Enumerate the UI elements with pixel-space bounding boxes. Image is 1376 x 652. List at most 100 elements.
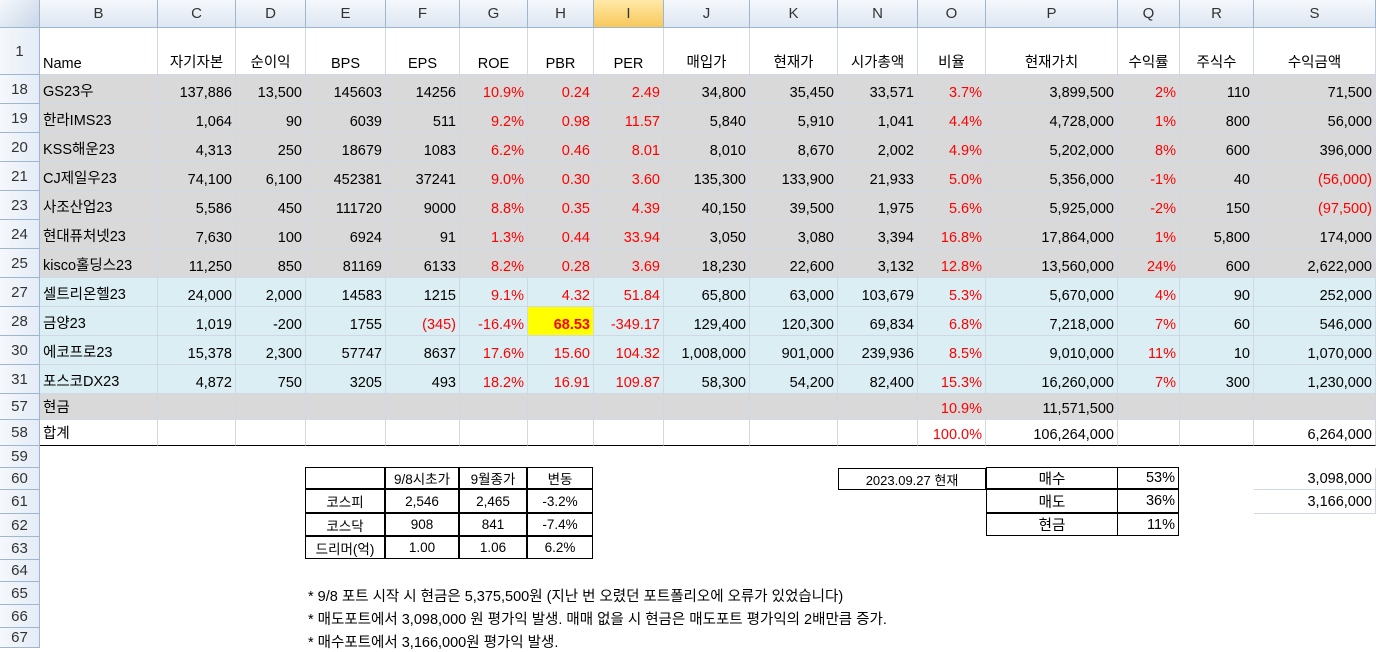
row-header-1[interactable]: 1 [0, 28, 40, 75]
total-cell-f[interactable] [386, 420, 460, 446]
data-cell-k[interactable]: 3,080 [750, 220, 838, 249]
data-cell-i[interactable]: 33.94 [594, 220, 664, 249]
data-cell-g[interactable]: 10.9% [460, 75, 528, 104]
summary-pct-cell[interactable]: 11% [1117, 513, 1179, 536]
cash-cell-d[interactable] [236, 394, 306, 420]
cash-cell-g[interactable] [460, 394, 528, 420]
column-header-i[interactable]: I [594, 0, 664, 28]
data-cell-g[interactable]: 8.2% [460, 249, 528, 278]
data-cell-r[interactable]: 5,800 [1180, 220, 1254, 249]
data-cell-d[interactable]: 450 [236, 191, 306, 220]
data-cell-s[interactable]: 252,000 [1254, 278, 1376, 307]
total-cell-r[interactable] [1180, 420, 1254, 446]
data-cell-p[interactable]: 13,560,000 [986, 249, 1118, 278]
data-cell-k[interactable]: 133,900 [750, 162, 838, 191]
data-cell-q[interactable]: -2% [1118, 191, 1180, 220]
stock-name-cell[interactable]: 한라IMS23 [40, 104, 158, 133]
data-cell-o[interactable]: 5.3% [918, 278, 986, 307]
column-title-6[interactable]: PBR [528, 28, 594, 75]
stock-name-cell[interactable]: 사조산업23 [40, 191, 158, 220]
data-cell-i[interactable]: 109.87 [594, 365, 664, 394]
total-label-cell[interactable]: 합계 [40, 420, 158, 446]
index-table-cell[interactable]: -7.4% [527, 513, 593, 536]
column-title-0[interactable]: Name [40, 28, 158, 75]
total-cell-s[interactable]: 6,264,000 [1254, 420, 1376, 446]
total-cell-n[interactable] [838, 420, 918, 446]
index-table-cell[interactable]: 9/8시초가 [385, 467, 459, 489]
index-table-cell[interactable]: 변동 [527, 467, 593, 489]
stock-name-cell[interactable]: KSS해운23 [40, 133, 158, 162]
data-cell-o[interactable]: 5.6% [918, 191, 986, 220]
column-title-11[interactable]: 비율 [918, 28, 986, 75]
data-cell-c[interactable]: 24,000 [158, 278, 236, 307]
column-header-f[interactable]: F [386, 0, 460, 28]
data-cell-d[interactable]: 100 [236, 220, 306, 249]
data-cell-i[interactable]: 3.60 [594, 162, 664, 191]
data-cell-j[interactable]: 5,840 [664, 104, 750, 133]
data-cell-p[interactable]: 7,218,000 [986, 307, 1118, 336]
data-cell-j[interactable]: 58,300 [664, 365, 750, 394]
data-cell-c[interactable]: 1,019 [158, 307, 236, 336]
row-header-67[interactable]: 67 [0, 628, 40, 648]
data-cell-d[interactable]: 250 [236, 133, 306, 162]
data-cell-g[interactable]: 6.2% [460, 133, 528, 162]
total-cell-c[interactable] [158, 420, 236, 446]
data-cell-g[interactable]: 17.6% [460, 336, 528, 365]
index-table-cell[interactable] [305, 467, 385, 489]
data-cell-f[interactable]: 1215 [386, 278, 460, 307]
total-cell-q[interactable] [1118, 420, 1180, 446]
column-title-8[interactable]: 매입가 [664, 28, 750, 75]
stock-name-cell[interactable]: kisco홀딩스23 [40, 249, 158, 278]
data-cell-o[interactable]: 6.8% [918, 307, 986, 336]
data-cell-o[interactable]: 12.8% [918, 249, 986, 278]
data-cell-c[interactable]: 1,064 [158, 104, 236, 133]
index-table-cell[interactable]: 1.06 [459, 536, 527, 559]
data-cell-n[interactable]: 1,041 [838, 104, 918, 133]
column-header-c[interactable]: C [158, 0, 236, 28]
index-table-cell[interactable]: 코스닥 [305, 513, 385, 536]
data-cell-f[interactable]: (345) [386, 307, 460, 336]
index-table-cell[interactable]: -3.2% [527, 489, 593, 513]
data-cell-k[interactable]: 63,000 [750, 278, 838, 307]
data-cell-d[interactable]: 850 [236, 249, 306, 278]
data-cell-g[interactable]: 9.1% [460, 278, 528, 307]
data-cell-f[interactable]: 6133 [386, 249, 460, 278]
row-header-64[interactable]: 64 [0, 560, 40, 582]
data-cell-r[interactable]: 90 [1180, 278, 1254, 307]
summary-amount-cell[interactable]: 3,098,000 [1254, 468, 1376, 490]
total-cell-k[interactable] [750, 420, 838, 446]
data-cell-j[interactable]: 65,800 [664, 278, 750, 307]
data-cell-j[interactable]: 40,150 [664, 191, 750, 220]
data-cell-p[interactable]: 5,202,000 [986, 133, 1118, 162]
row-header-66[interactable]: 66 [0, 605, 40, 628]
stock-name-cell[interactable]: 셀트리온헬23 [40, 278, 158, 307]
total-cell-e[interactable] [306, 420, 386, 446]
data-cell-f[interactable]: 14256 [386, 75, 460, 104]
total-cell-h[interactable] [528, 420, 594, 446]
data-cell-c[interactable]: 74,100 [158, 162, 236, 191]
data-cell-e[interactable]: 145603 [306, 75, 386, 104]
column-title-5[interactable]: ROE [460, 28, 528, 75]
column-title-2[interactable]: 순이익 [236, 28, 306, 75]
data-cell-n[interactable]: 21,933 [838, 162, 918, 191]
data-cell-g[interactable]: 9.2% [460, 104, 528, 133]
data-cell-p[interactable]: 5,925,000 [986, 191, 1118, 220]
data-cell-d[interactable]: -200 [236, 307, 306, 336]
row-header-27[interactable]: 27 [0, 278, 40, 307]
row-header-25[interactable]: 25 [0, 249, 40, 278]
data-cell-e[interactable]: 18679 [306, 133, 386, 162]
data-cell-e[interactable]: 81169 [306, 249, 386, 278]
data-cell-s[interactable]: 71,500 [1254, 75, 1376, 104]
data-cell-q[interactable]: 7% [1118, 365, 1180, 394]
row-header-21[interactable]: 21 [0, 162, 40, 191]
data-cell-k[interactable]: 5,910 [750, 104, 838, 133]
data-cell-g[interactable]: 9.0% [460, 162, 528, 191]
column-header-o[interactable]: O [918, 0, 986, 28]
data-cell-g[interactable]: 1.3% [460, 220, 528, 249]
row-header-62[interactable]: 62 [0, 514, 40, 537]
data-cell-j[interactable]: 18,230 [664, 249, 750, 278]
row-header-63[interactable]: 63 [0, 537, 40, 560]
data-cell-j[interactable]: 135,300 [664, 162, 750, 191]
index-table-cell[interactable]: 2,465 [459, 489, 527, 513]
column-title-3[interactable]: BPS [306, 28, 386, 75]
